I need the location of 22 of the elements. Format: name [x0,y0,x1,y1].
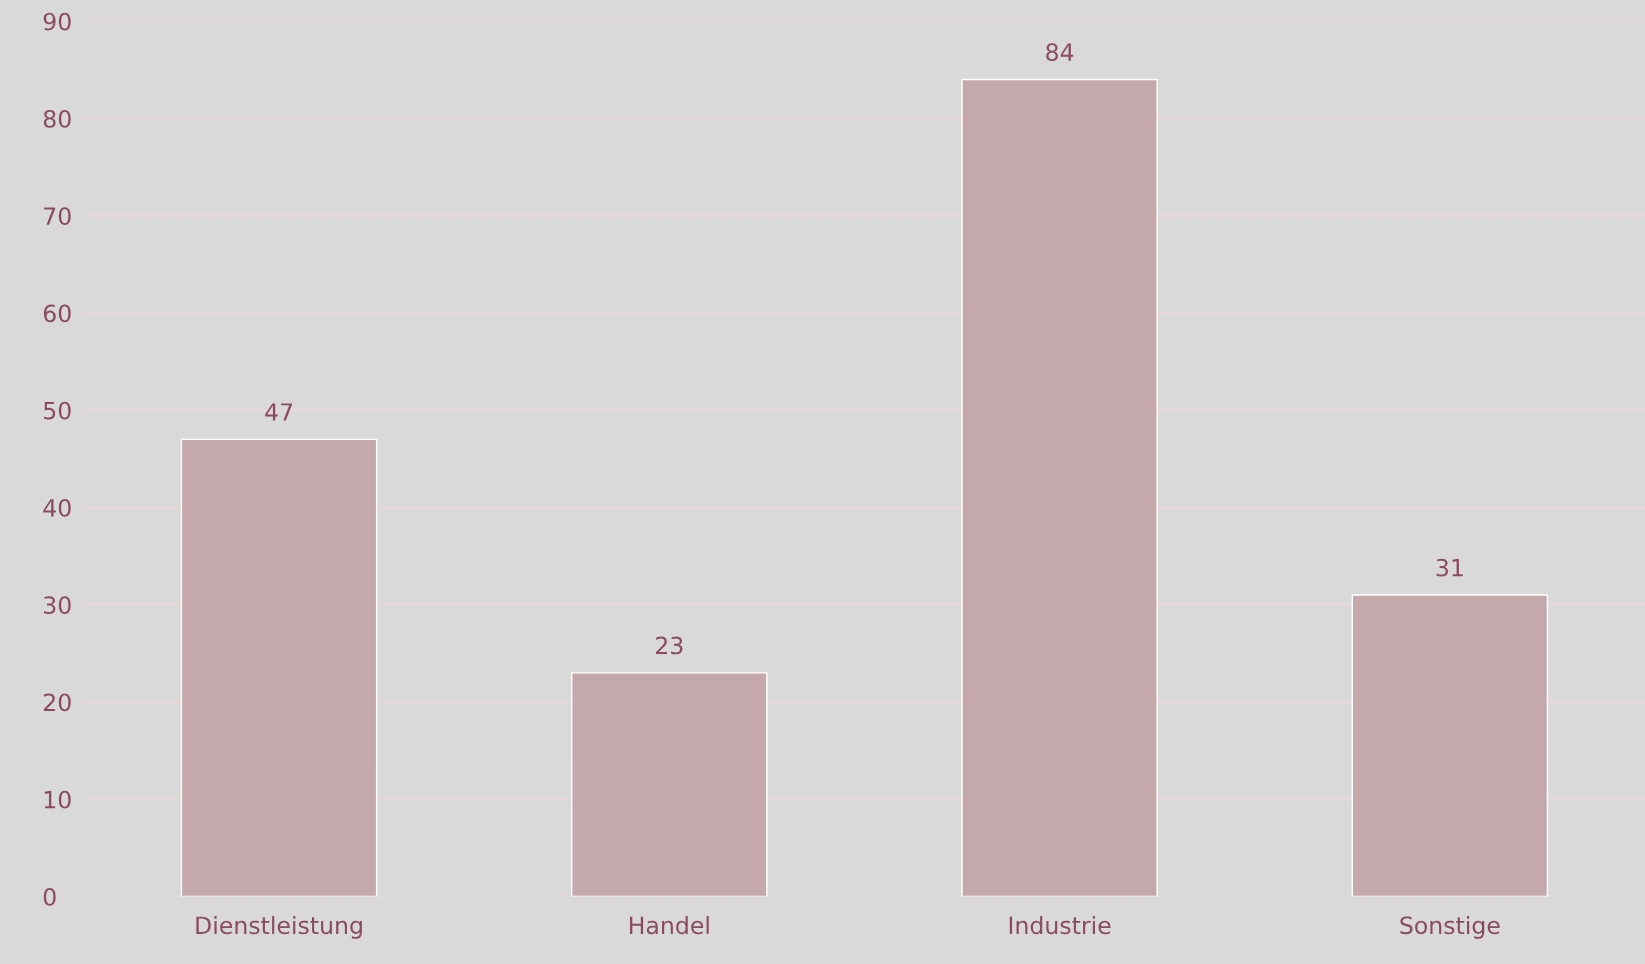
y-tick-label: 50 [44,401,71,420]
y-tick-label: 40 [43,498,71,517]
y-tick-label: 0 [43,887,56,906]
x-tick-label: Handel [629,915,709,935]
data-label: 31 [1436,558,1463,577]
y-tick-label: 80 [43,109,71,128]
y-tick-label: 60 [43,304,71,323]
x-tick-label: Sonstige [1400,915,1500,939]
bar [961,78,1158,897]
y-tick-label: 30 [44,596,71,615]
data-label: 23 [656,636,683,655]
data-label: 84 [1046,43,1074,62]
x-tick-label: Industrie [1009,915,1111,935]
y-tick-label: 10 [44,790,71,809]
y-tick-label: 90 [43,12,71,31]
y-tick-label: 70 [44,207,71,226]
bar [1351,594,1549,897]
bar [180,438,378,897]
data-label: 47 [265,403,293,421]
bar [571,672,768,897]
y-tick-label: 20 [43,693,71,712]
x-tick-label: Dienstleistung [196,915,362,939]
